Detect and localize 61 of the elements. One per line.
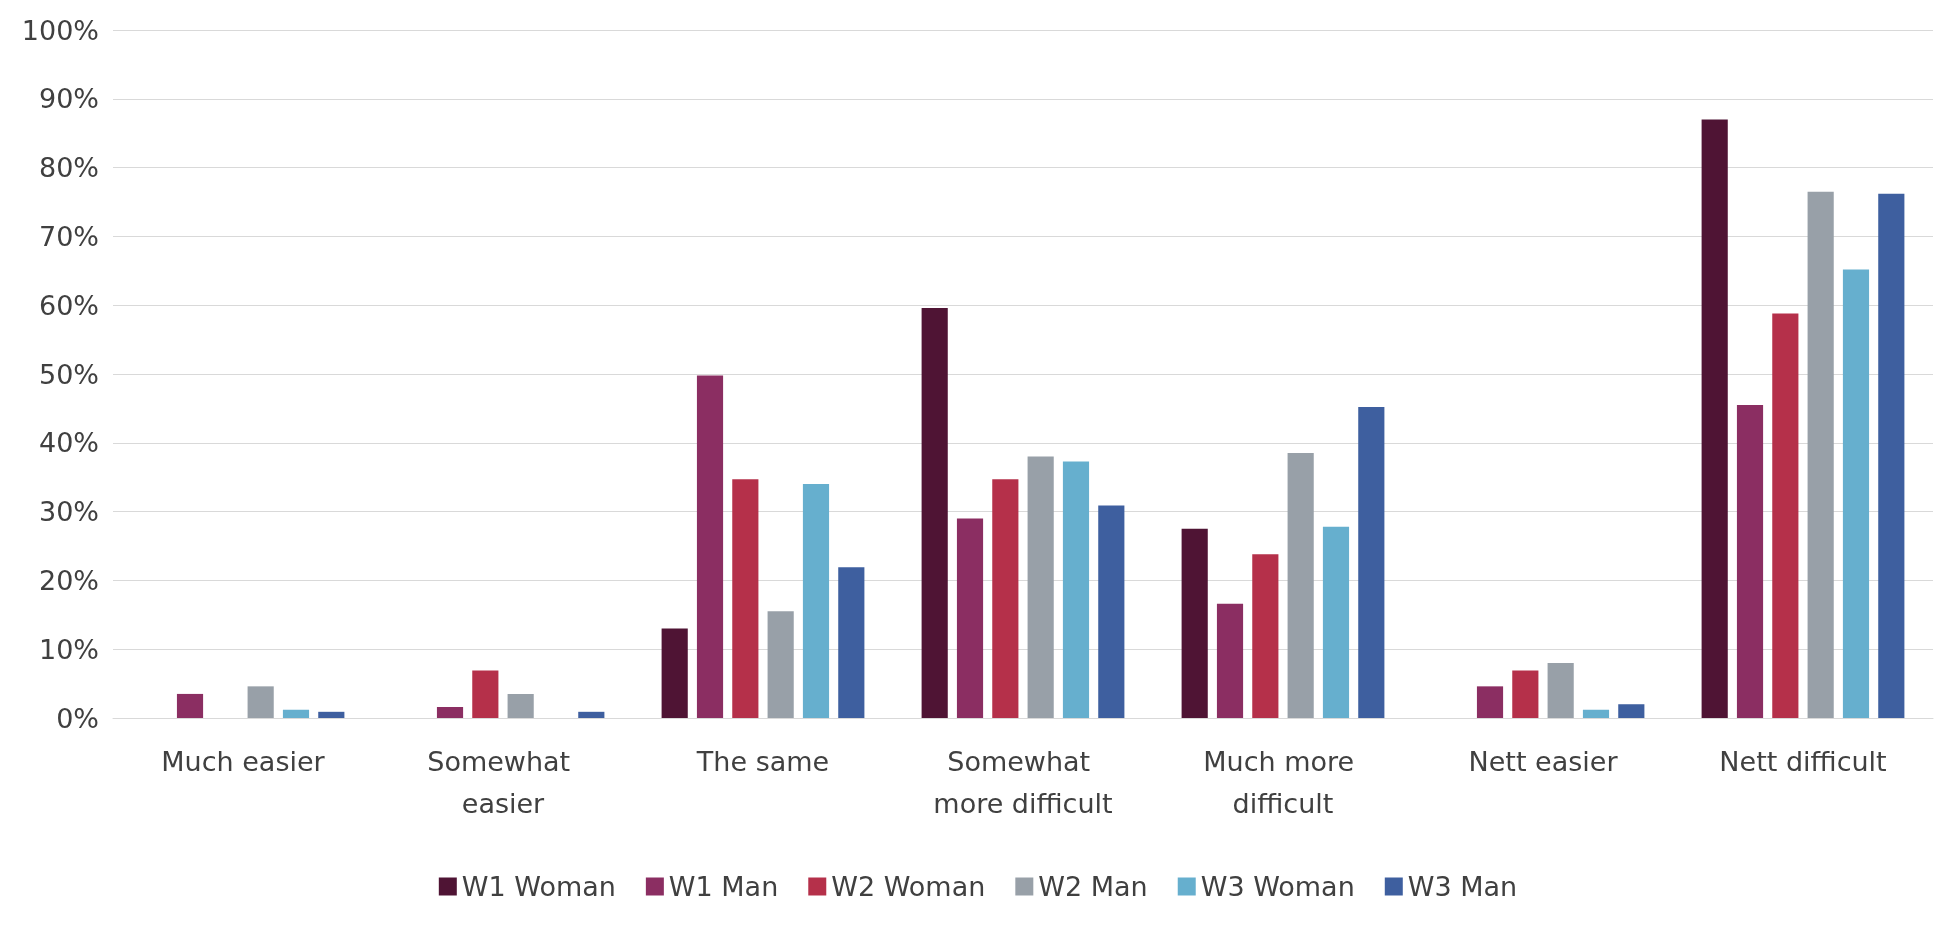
- y-tick-label: 70%: [38, 220, 99, 252]
- y-tick-label: 50%: [38, 358, 99, 390]
- bar: [1181, 528, 1208, 718]
- legend-label: W3 Man: [1407, 871, 1518, 902]
- bar: [992, 479, 1019, 718]
- bar: [282, 709, 310, 718]
- bar: [1358, 407, 1385, 718]
- bar: [1476, 686, 1504, 718]
- x-tick-label: Nett easier: [1468, 745, 1619, 777]
- bar: [1027, 456, 1054, 718]
- y-tick-label: 90%: [38, 83, 99, 115]
- bar: [1842, 269, 1870, 718]
- bar: [472, 670, 499, 718]
- bar: [1772, 313, 1799, 718]
- bar: [956, 518, 984, 718]
- y-tick-label: 60%: [38, 289, 99, 321]
- bar: [176, 693, 204, 718]
- legend-label: W2 Man: [1038, 871, 1148, 902]
- bar: [1216, 603, 1244, 718]
- x-tick-label: Somewhat easier: [427, 745, 579, 819]
- bar: [1736, 404, 1764, 718]
- bar: [1807, 191, 1834, 718]
- y-tick-label: 30%: [38, 496, 99, 528]
- y-tick-label: 0%: [56, 702, 99, 734]
- bar: [767, 611, 794, 718]
- y-tick-label: 80%: [38, 152, 99, 184]
- x-tick-label: Much easier: [161, 745, 326, 777]
- bar: [696, 375, 724, 718]
- bar: [732, 479, 759, 718]
- x-tick-label: Somewhat more difficult: [933, 745, 1113, 819]
- bar: [318, 711, 345, 718]
- y-tick-label: 10%: [38, 633, 99, 665]
- bar: [1098, 505, 1125, 718]
- y-tick-label: 20%: [38, 564, 99, 596]
- x-tick-label: Nett difficult: [1719, 745, 1887, 777]
- bar: [921, 307, 948, 718]
- bar: [507, 693, 534, 718]
- y-tick-label: 100%: [21, 14, 99, 46]
- legend-label: W3 Woman: [1200, 871, 1355, 902]
- bar: [838, 567, 865, 718]
- legend-label: W1 Woman: [461, 871, 616, 902]
- bar: [1547, 662, 1574, 718]
- bar: [1701, 119, 1728, 718]
- bar: [1322, 526, 1350, 718]
- bar: [1252, 554, 1279, 718]
- x-tick-label: Much more difficult: [1203, 745, 1363, 819]
- bar: [1512, 670, 1539, 718]
- bar: [802, 484, 830, 718]
- bar: [1062, 461, 1090, 718]
- x-tick-label: The same: [695, 745, 830, 777]
- bar: [1878, 193, 1905, 718]
- bar: [1287, 453, 1314, 718]
- bar: [1618, 704, 1645, 718]
- legend-label: W1 Man: [668, 871, 779, 902]
- bar: [1582, 709, 1610, 718]
- bar: [436, 706, 464, 718]
- bar: [578, 711, 605, 718]
- bar: [661, 628, 688, 718]
- bar: [247, 686, 274, 718]
- legend-label: W2 Woman: [831, 871, 986, 902]
- y-tick-label: 40%: [38, 427, 99, 459]
